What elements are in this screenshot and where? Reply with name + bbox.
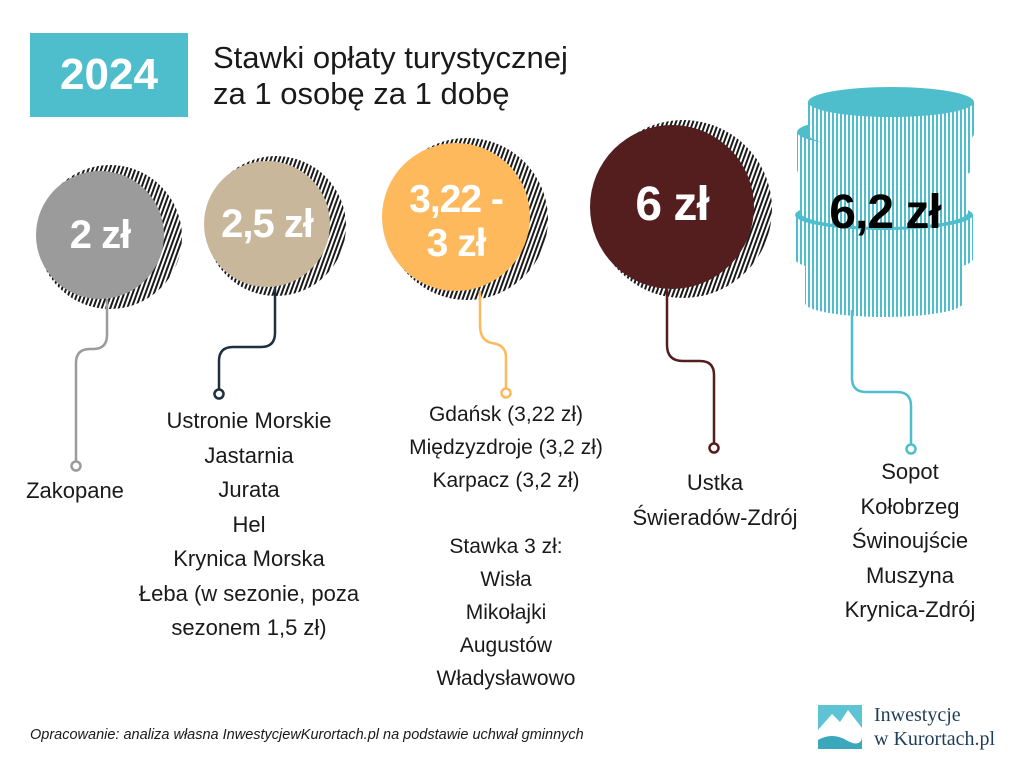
list-item: sezonem 1,5 zł) [171,615,327,640]
list-item: Ustka [686,470,744,495]
list-item: Krynica Morska [173,546,325,571]
list-item: Hel [232,511,266,537]
coin-2zl [36,165,182,472]
brand-line-1: Inwestycje [874,704,961,726]
list-item: Sopot [881,459,939,484]
list-item: Krynica-Zdrój [844,597,976,622]
amount-label-2zl: 2 zł [69,212,131,257]
coin-6zl [590,120,772,454]
list-item: Wisła [480,568,532,591]
brand-logo-icon [818,705,862,749]
list-item: Augustów [459,634,553,657]
city-list-3zl: Gdańsk (3,22 zł) Międzyzdroje (3,2 zł) K… [386,398,626,695]
list-item: Mikołajki [465,601,547,624]
list-item: Kołobrzeg [860,493,960,519]
list-item: Świeradów-Zdrój [632,504,798,530]
list-item: Jurata [218,477,280,502]
amount-label-3zl: 3,22 - 3 zł [382,176,530,268]
page-title: Stawki opłaty turystycznej za 1 osobę za… [213,40,568,112]
year-badge: 2024 [30,33,188,117]
brand-name: Inwestycje w Kurortach.pl [874,703,995,751]
list-item: Łeba (w sezonie, poza [138,580,360,606]
amount-label-6zl: 6 zł [635,177,709,231]
list-item: Zakopane [26,478,124,503]
amount-label-3zl-line-1: 3,22 - [409,178,504,221]
amount-label-3zl-line-2: 3 zł [426,222,487,265]
list-spacer [386,497,626,530]
coin-stack-6-2zl [795,87,974,455]
list-item: Gdańsk (3,22 zł) [428,403,584,426]
list-item: Karpacz (3,2 zł) [432,469,580,492]
city-list-6-2zl: Sopot Kołobrzeg Świnoujście Muszyna Kryn… [812,455,1008,628]
brand-line-2: w Kurortach.pl [874,728,996,750]
city-list-2zl: Zakopane [10,474,140,509]
amount-label-6-2zl: 6,2 zł [829,185,941,239]
list-item: Ustronie Morskie [166,408,332,433]
coin-3zl [382,138,548,399]
title-line-2: za 1 osobę za 1 dobę [213,76,510,111]
list-item: Muszyna [865,562,955,588]
list-item: Międzyzdroje (3,2 zł) [409,436,603,459]
city-list-6zl: Ustka Świeradów-Zdrój [612,466,818,535]
source-note: Opracowanie: analiza własna InwestycjewK… [30,727,584,743]
list-item: Jastarnia [204,442,294,468]
city-list-2-5zl: Ustronie Morskie Jastarnia Jurata Hel Kr… [118,404,380,646]
list-item: Władysławowo [436,667,576,690]
title-line-1: Stawki opłaty turystycznej [213,40,568,75]
amount-label-2-5zl: 2,5 zł [221,201,314,246]
list-item: Stawka 3 zł: [449,535,563,558]
list-item: Świnoujście [851,528,969,553]
coin-2-5zl [204,156,346,400]
